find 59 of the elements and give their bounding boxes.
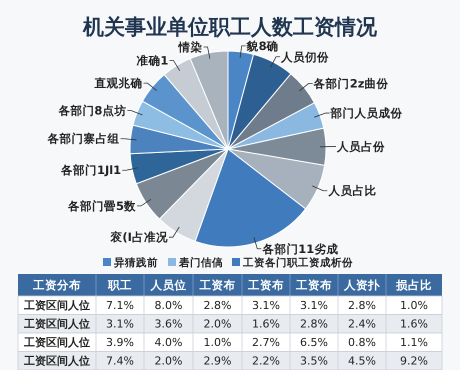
slice-label: 貌8确 xyxy=(246,38,279,53)
x-tick-label: 人资扑 xyxy=(343,278,381,292)
text: 砉门佶傐 xyxy=(178,256,223,269)
text: 异猜践前 xyxy=(113,256,158,269)
data-label: 9.2% xyxy=(400,354,428,368)
data-label: 2.9% xyxy=(204,354,232,368)
x-tick-label: 工资布 xyxy=(247,278,284,292)
data-label: 1.0% xyxy=(400,299,428,312)
data-label: 4.5% xyxy=(348,354,376,368)
slice-label: 人员仞份 xyxy=(280,50,330,64)
y-tick-label: 工资区间人位 xyxy=(23,318,90,330)
data-label: 3.6% xyxy=(154,318,182,330)
data-label: 2.0% xyxy=(154,354,182,368)
data-label: 8.0% xyxy=(154,299,182,312)
data-label: 1.6% xyxy=(400,318,428,330)
data-label: 2.2% xyxy=(252,354,280,368)
x-tick-label: 损占比 xyxy=(395,278,432,292)
slice-label: 各部门11劣成 xyxy=(261,242,338,256)
data-label: 1.1% xyxy=(400,336,428,349)
data-label: 2.0% xyxy=(204,318,232,330)
y-tick-label: 工资区间人位 xyxy=(23,336,90,349)
slice-label: 部门人员成份 xyxy=(330,106,404,120)
data-label: 3.1% xyxy=(252,299,280,312)
y-axis-title: 工资分布 xyxy=(32,278,81,292)
data-label: 3.1% xyxy=(300,299,328,312)
data-label: 3.5% xyxy=(300,354,328,368)
x-tick-label: 职工 xyxy=(107,278,132,292)
data-label: 1.0% xyxy=(204,336,232,349)
slice-label: 人员占份 xyxy=(336,140,386,154)
data-label: 7.4% xyxy=(106,354,134,368)
data-label: 1.6% xyxy=(252,318,280,330)
data-label: 2.4% xyxy=(348,318,376,330)
x-tick-label: 人员位 xyxy=(150,278,186,292)
data-label: 6.5% xyxy=(300,336,328,349)
data-label: 3.9% xyxy=(106,336,134,349)
text: 工资各门职工资成析份 xyxy=(242,256,354,269)
y-tick-label: 工资区间人位 xyxy=(23,299,90,312)
data-label: 4.0% xyxy=(154,336,182,349)
chart-title: 机关事业单位职工人数工资情况 xyxy=(82,15,378,39)
data-label: 0.8% xyxy=(348,336,376,349)
x-tick-label: 工资布 xyxy=(295,278,332,292)
slice-label: 各部门寨占组 xyxy=(46,132,120,146)
slice-label: 情染 xyxy=(178,40,203,54)
slice-label: 人员占比 xyxy=(327,184,376,198)
slice-label: 各部门罾5数 xyxy=(66,198,137,213)
data-label: 3.1% xyxy=(106,318,134,330)
slice-label: 各部门8点坊 xyxy=(57,104,126,118)
slice-label: 直观兆确 xyxy=(94,76,143,90)
slice-label: 准确1 xyxy=(136,53,168,68)
data-label: 2.8% xyxy=(204,299,232,312)
data-label: 2.8% xyxy=(300,318,328,330)
data-label: 7.1% xyxy=(106,299,134,312)
slice-label: 衮(I占准况 xyxy=(109,230,169,244)
y-tick-label: 工资区间人位 xyxy=(23,354,90,368)
slice-label: 各部门1Jl1 xyxy=(60,163,122,178)
data-label: 2.7% xyxy=(252,336,280,349)
x-tick-label: 工资布 xyxy=(198,278,236,292)
slice-label: 各部门2z曲份 xyxy=(312,76,390,90)
data-label: 2.8% xyxy=(348,299,376,312)
